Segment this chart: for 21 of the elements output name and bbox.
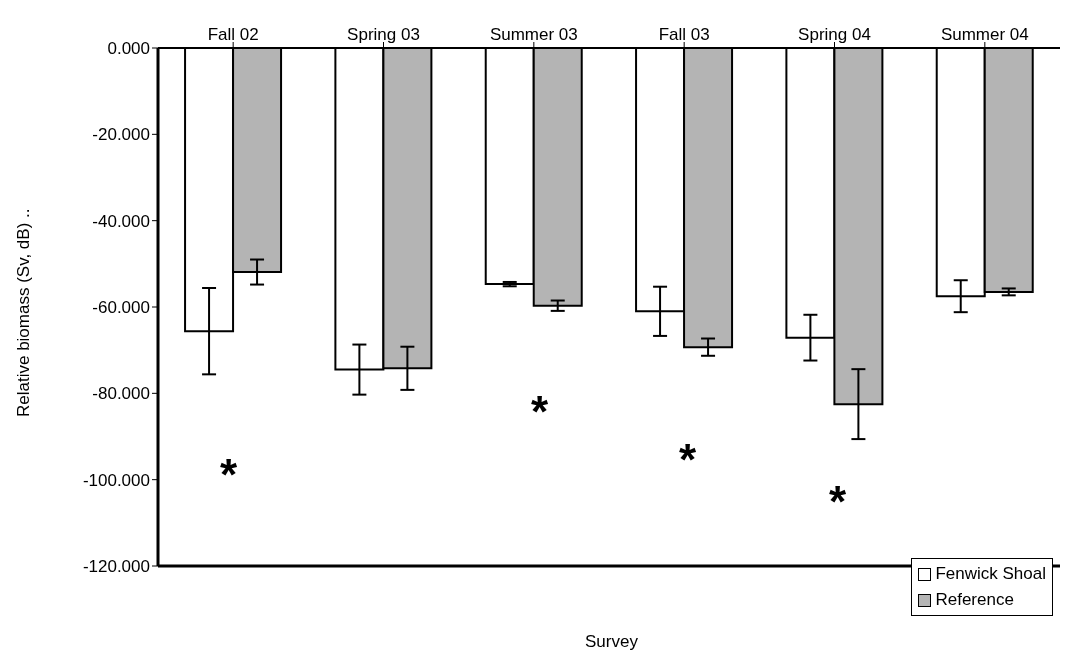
legend-label: Reference bbox=[935, 589, 1014, 611]
annotation: * bbox=[531, 387, 549, 436]
y-tick-label: -80.000 bbox=[92, 384, 150, 404]
y-tick-label: -120.000 bbox=[82, 557, 150, 577]
x-tick-label: Spring 03 bbox=[347, 25, 420, 44]
annotation: * bbox=[679, 435, 697, 484]
x-tick-label: Summer 04 bbox=[940, 25, 1029, 44]
annotation: * bbox=[829, 477, 847, 526]
annotation: * bbox=[220, 450, 238, 499]
x-axis-title: Survey bbox=[584, 632, 639, 652]
y-tick-label: -40.000 bbox=[92, 211, 150, 231]
y-axis-title: Relative biomass (Sv, dB) .. bbox=[14, 208, 34, 417]
legend-label: Fenwick Shoal bbox=[935, 563, 1046, 585]
x-tick-label: Spring 04 bbox=[798, 25, 871, 44]
y-tick-label: -20.000 bbox=[92, 125, 150, 145]
x-tick-label: Summer 03 bbox=[489, 25, 578, 44]
y-tick-label: -100.000 bbox=[82, 470, 150, 490]
x-tick-label: Fall 03 bbox=[658, 25, 710, 44]
y-tick-label: -60.000 bbox=[92, 298, 150, 318]
x-tick-label: Fall 02 bbox=[207, 25, 259, 44]
y-tick-label: 0.000 bbox=[107, 39, 150, 59]
